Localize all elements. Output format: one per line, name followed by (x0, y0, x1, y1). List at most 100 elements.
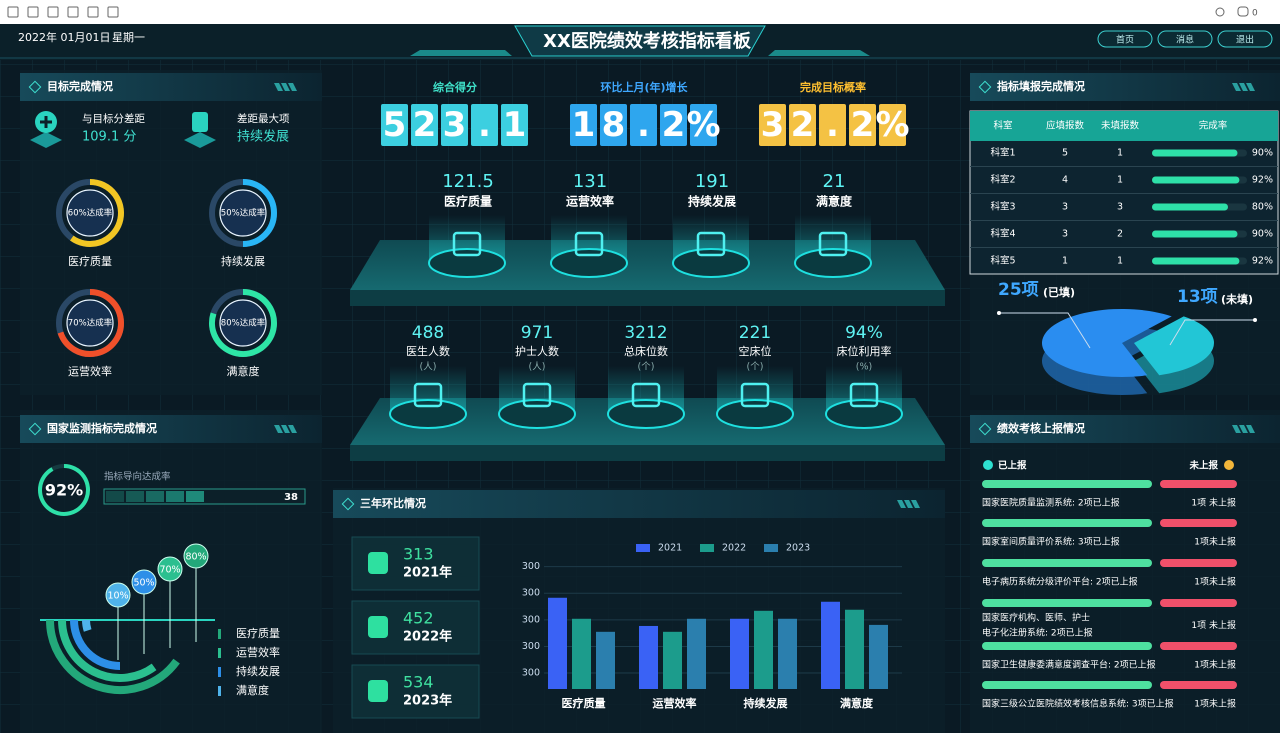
gauge-arc (70, 179, 124, 247)
bar (869, 624, 888, 689)
header-stripe (1246, 425, 1255, 433)
gauge-name: 医疗质量 (68, 254, 112, 268)
kpi-digit: 2 (662, 105, 686, 145)
panel-header-icon (978, 422, 992, 436)
progress-segment (126, 491, 144, 502)
nav-button-label[interactable]: 首页 (1116, 34, 1134, 46)
header-stripe (288, 83, 297, 91)
panel-title: 三年环比情况 (360, 496, 426, 510)
kpi-digit: 8 (602, 105, 626, 145)
legend-label: 2022 (722, 543, 746, 554)
gauge-label: 50%达成率 (221, 208, 266, 219)
item-status: 1项 未上报 (1191, 497, 1236, 509)
ring-label: 80% (185, 552, 206, 563)
cell: 3 (1062, 202, 1068, 213)
column-header: 科室 (993, 120, 1012, 132)
kpi-value: 1 8. 2% (572, 105, 721, 145)
item-label: 电子病历系统分级评价平台: 2项已上报 (982, 576, 1138, 588)
cell: 科室1 (990, 147, 1015, 159)
legend-swatch (218, 667, 221, 677)
label: 持续发展 (237, 129, 289, 145)
ring-bubble (157, 556, 183, 582)
kpi-label: 综合得分 (433, 80, 477, 94)
progress-segment (146, 491, 164, 502)
label: 指标导向达成率 (104, 471, 171, 483)
nav-button[interactable] (1217, 30, 1273, 48)
unreported-bar (1160, 642, 1237, 650)
cell: 3 (1117, 202, 1123, 213)
unreported-bar (1160, 599, 1237, 607)
stat-value: 121.5 (442, 171, 494, 192)
kpi-digit: 5 (383, 105, 407, 145)
resource-value: 971 (521, 323, 553, 343)
legend-label: 未上报 (1188, 460, 1218, 472)
resource-label: 床位利用率 (837, 344, 892, 358)
legend-label: 运营效率 (236, 645, 280, 659)
kpi-digit: . (826, 105, 839, 145)
panel-header (333, 490, 945, 518)
pod-icon (631, 382, 661, 408)
cell: 1 (1117, 148, 1123, 159)
nav-button-label[interactable]: 退出 (1236, 34, 1254, 46)
rate-bar (1152, 230, 1238, 238)
gauge-inner (219, 299, 267, 347)
unreported-bar (1160, 480, 1237, 488)
digit-box (411, 104, 438, 146)
platform-edge (350, 445, 945, 461)
kpi-digit: 3 (443, 105, 467, 145)
header-stripe (1239, 425, 1248, 433)
cell: 90% (1252, 148, 1273, 159)
header-stripe (1232, 425, 1241, 433)
nav-button-label[interactable]: 消息 (1176, 34, 1194, 46)
gauge-inner (66, 189, 114, 237)
bar (845, 609, 864, 689)
title-frame (514, 25, 766, 57)
nav-button[interactable] (1097, 30, 1153, 48)
pod-icon (849, 382, 879, 408)
toolbar-icon (47, 6, 59, 18)
digit-box (600, 104, 627, 146)
rate-bar (1152, 149, 1238, 157)
reported-bar (982, 599, 1152, 607)
toolbar-icon (7, 6, 19, 18)
pie-label: 25项 (998, 280, 1039, 300)
table-header (970, 111, 1278, 141)
gauge-name: 满意度 (227, 364, 260, 378)
ring-arc (82, 619, 92, 632)
digit-box (501, 104, 528, 146)
label: 109.1 分 (82, 130, 136, 145)
legend-label: 医疗质量 (236, 626, 280, 640)
year-value: 452 (403, 609, 434, 628)
progress-segment (166, 491, 184, 502)
stat-label: 持续发展 (688, 194, 736, 209)
legend-swatch (218, 648, 221, 658)
stat-value: 191 (695, 171, 729, 192)
gauge-arc (57, 289, 124, 357)
legend-swatch (700, 544, 714, 552)
bar (821, 601, 840, 689)
year-value: 313 (403, 545, 434, 564)
share-icon (1215, 7, 1225, 17)
rate-bar (1152, 176, 1240, 184)
item-status: 1项未上报 (1194, 698, 1236, 710)
nav-button[interactable] (1157, 30, 1213, 48)
stat-value: 131 (573, 171, 607, 192)
gap-icon-cross (40, 116, 52, 128)
ring-arc (70, 619, 121, 670)
leader-line (999, 312, 1091, 349)
kpi-digit: % (875, 105, 909, 145)
ring-bubble (183, 543, 209, 569)
legend-label: 已上报 (998, 460, 1027, 472)
resource-label: 医生人数 (406, 344, 450, 358)
bar (778, 618, 797, 689)
kpi-label: 环比上月(年)增长 (600, 80, 688, 94)
kpi-digit: . (637, 105, 650, 145)
header-stripe (1246, 83, 1255, 91)
pod (389, 399, 467, 429)
ring-arc (58, 619, 157, 682)
bar (596, 631, 615, 689)
y-tick-label: 300 (522, 561, 540, 572)
item-label: 国家医院质量监测系统: 2项已上报 (982, 497, 1120, 509)
toolbar-icon (107, 6, 119, 18)
